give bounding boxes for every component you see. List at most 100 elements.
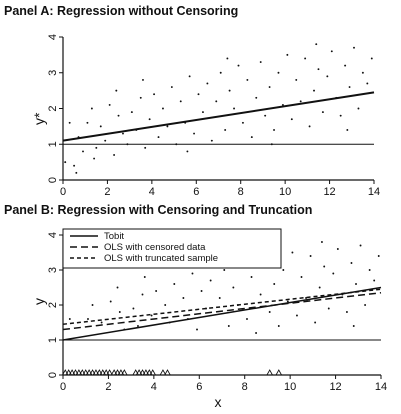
panel-b-censored-point [85, 369, 93, 376]
panel-a-data-point [259, 61, 262, 63]
panel-b-data-point [250, 276, 253, 278]
panel-a-data-point [326, 75, 329, 78]
panel-b-data-point [196, 328, 198, 331]
panel-a-data-point [313, 89, 315, 92]
panel-b-y-tick-label: 3 [47, 267, 59, 273]
panel-a-data-point [68, 121, 71, 124]
panel-b-line-ols-with-truncated-sample [62, 288, 382, 325]
panel-b-data-point [273, 283, 276, 285]
panel-b-censored-point [95, 369, 103, 376]
panel-a-data-point [286, 53, 289, 56]
panel-a-data-point [210, 139, 213, 142]
panel-b-censored-point [92, 369, 100, 376]
panel-a-data-point [330, 50, 333, 53]
panel-b-legend: Tobit OLS with censored data OLS with tr… [62, 228, 282, 269]
panel-b-censored-point [266, 369, 274, 376]
panel-b-data-point [109, 300, 112, 303]
panel-a-data-point [75, 171, 78, 174]
panel-b-data-point [291, 251, 294, 254]
panel-a-data-point [117, 114, 120, 117]
panel-a-data-point [202, 111, 204, 114]
panel-a-data-point [264, 114, 267, 117]
panel-a-data-point [233, 107, 235, 110]
panel-a-data-point [186, 150, 189, 153]
panel-a-data-point [108, 103, 111, 106]
panel-a-data-point [304, 57, 307, 60]
panel-a-y-tick-label: 0 [47, 177, 59, 183]
panel-a-data-point [130, 111, 133, 114]
panel-b-data-point [320, 241, 323, 243]
panel-a-y-tick-label: 3 [47, 70, 59, 76]
panel-b-data-point [236, 304, 239, 306]
legend-label-ols-truncated: OLS with truncated sample [104, 253, 218, 264]
panel-b-censored-point [135, 369, 143, 376]
panel-a-x-tick-label: 4 [149, 186, 155, 198]
legend-label-ols-censored: OLS with censored data [104, 242, 206, 253]
panel-a-y-tick-label: 1 [47, 141, 59, 147]
panel-a-y-tick-label: 4 [47, 34, 59, 40]
panel-b-data-point [341, 293, 344, 296]
panel-b-data-point [137, 325, 139, 327]
panel-b-censored-point [71, 369, 80, 376]
panel-b-data-point [186, 318, 189, 320]
panel-b-data-point [350, 262, 353, 264]
panel-a-data-point [315, 43, 318, 46]
panel-a-data-point [224, 129, 227, 131]
panel-a-data-point [339, 114, 342, 117]
panel-a-data-point [148, 118, 151, 121]
panel-a-data-point [206, 82, 209, 85]
panel-b-censored-point [88, 369, 97, 376]
panel-b-y-tick-label: 0 [47, 372, 59, 378]
panel-b-x-tick-label: 8 [242, 381, 248, 393]
panel-a-data-point [346, 129, 349, 131]
panel-a-data-point [361, 71, 364, 74]
panel-a-data-point [370, 57, 373, 60]
panel-b-line-ols-with-censored-data [62, 292, 382, 331]
panel-a-data-point [95, 146, 98, 149]
panel-b-x-tick-label: 6 [196, 381, 202, 393]
panel-b-x-tick-label: 4 [151, 381, 157, 393]
panel-b-y-axis-label: y [31, 298, 47, 305]
panel-a-data-point [321, 111, 324, 114]
panel-b-data-point [368, 269, 371, 271]
panel-b-x-axis-label: x [215, 394, 222, 410]
panel-b-data-point [182, 297, 185, 299]
panel-b-censored-point [159, 369, 167, 376]
panel-a-data-point [179, 100, 182, 103]
panel-b-data-point [318, 286, 321, 289]
panel-a-data-point [162, 107, 164, 110]
panel-b-data-point [168, 321, 171, 324]
panel-a-data-point [317, 68, 320, 71]
panel-a-data-point [277, 71, 280, 74]
panel-a-data-point [197, 93, 200, 96]
panel-b-data-point [209, 279, 212, 282]
panel-b-censored-point [61, 369, 69, 376]
panel-b-data-point [359, 244, 362, 247]
panel-a-data-point [175, 143, 178, 146]
panel-b-data-point [87, 318, 89, 320]
panel-a-data-point [135, 129, 138, 131]
panel-b-data-point [373, 279, 376, 282]
panel-b-data-point [345, 311, 348, 313]
panel-b-data-point [123, 328, 126, 331]
panel-b-data-point [377, 255, 380, 257]
panel-b-data-point [296, 314, 298, 317]
panel-a-x-tick-label: 2 [104, 186, 110, 198]
panel-a-data-point [157, 136, 160, 139]
panel-b-data-point [305, 297, 307, 299]
panel-b-data-point [173, 283, 176, 285]
panel-b-data-point [259, 293, 262, 296]
panel-b-censored-point [65, 369, 73, 376]
panel-b-x-tick-label: 0 [60, 381, 66, 393]
panel-a-data-point [170, 86, 173, 89]
panel-b-data-point [191, 272, 194, 275]
panel-a-data-point [219, 71, 222, 74]
panel-b-data-point [336, 248, 339, 250]
panel-b-censored-point [78, 369, 86, 376]
panel-b-data-point [155, 290, 158, 292]
panel-a-data-point [184, 121, 187, 124]
panel-a-data-point [93, 157, 96, 160]
panel-a-x-tick-label: 0 [60, 186, 66, 198]
